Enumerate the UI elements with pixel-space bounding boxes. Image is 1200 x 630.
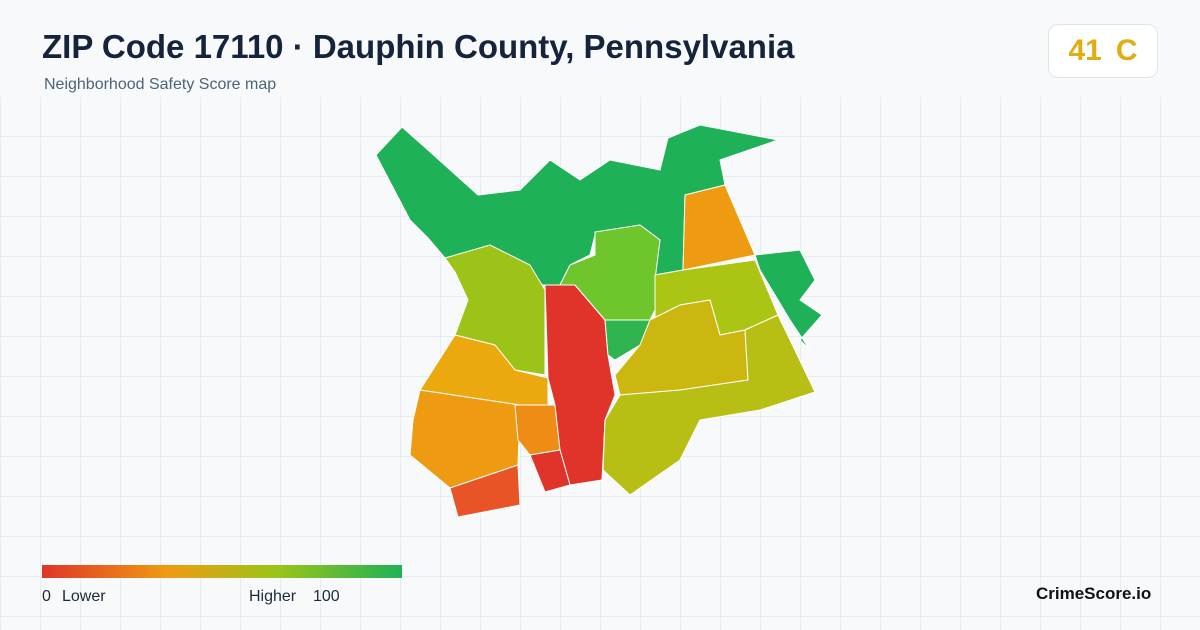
header: ZIP Code 17110 · Dauphin County, Pennsyl…	[0, 0, 1200, 97]
region	[529, 449, 571, 493]
legend-gradient	[42, 565, 402, 578]
legend-max: 100	[313, 588, 340, 605]
region	[602, 314, 816, 496]
region	[514, 404, 561, 456]
region	[604, 319, 651, 361]
region	[754, 249, 823, 351]
region	[682, 184, 756, 271]
grade: C	[1115, 34, 1138, 67]
subtitle: Neighborhood Safety Score map	[44, 76, 277, 93]
score: 41	[1068, 34, 1102, 67]
score-badge: 41 C	[1048, 24, 1158, 78]
region	[449, 464, 521, 518]
legend-max-label: Higher	[249, 588, 297, 605]
title: ZIP Code 17110 · Dauphin County, Pennsyl…	[42, 28, 795, 65]
brand: CrimeScore.io	[1036, 584, 1152, 603]
legend-min-label: Lower	[62, 588, 106, 605]
legend-min: 0	[42, 588, 51, 605]
